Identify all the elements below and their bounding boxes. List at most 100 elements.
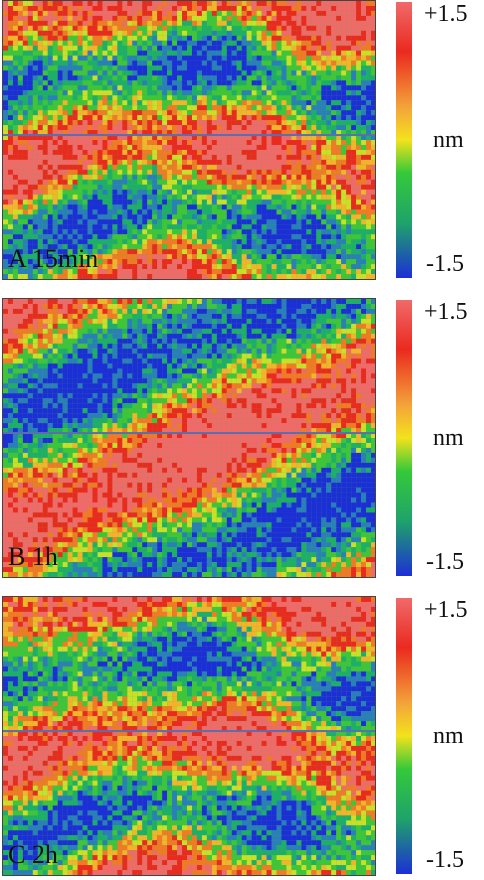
map-pixel xyxy=(246,214,252,220)
map-pixel xyxy=(296,244,302,250)
map-pixel xyxy=(3,154,8,160)
map-pixel xyxy=(301,35,307,41)
map-pixel xyxy=(341,308,347,314)
map-pixel xyxy=(236,259,242,265)
map-pixel xyxy=(52,120,58,126)
map-pixel xyxy=(241,75,247,81)
map-pixel xyxy=(167,154,173,160)
map-pixel xyxy=(17,184,23,190)
map-pixel xyxy=(132,174,138,180)
map-pixel xyxy=(112,244,118,250)
map-pixel xyxy=(351,25,357,31)
map-pixel xyxy=(172,135,178,140)
map-pixel xyxy=(167,234,173,240)
map-pixel xyxy=(72,308,78,314)
map-pixel xyxy=(97,299,103,304)
map-pixel xyxy=(236,80,242,86)
map-pixel xyxy=(256,135,262,140)
map-pixel xyxy=(167,115,173,121)
map-pixel xyxy=(241,60,247,66)
map-pixel xyxy=(196,194,202,200)
map-pixel xyxy=(246,254,252,260)
map-pixel xyxy=(326,75,332,81)
map-pixel xyxy=(12,199,18,205)
map-pixel xyxy=(331,209,337,215)
map-pixel xyxy=(211,10,217,16)
map-pixel xyxy=(286,30,292,36)
map-pixel xyxy=(366,234,372,240)
map-pixel xyxy=(356,199,362,205)
map-pixel xyxy=(331,164,337,170)
map-pixel xyxy=(127,328,133,334)
map-pixel xyxy=(271,199,277,205)
map-pixel xyxy=(241,179,247,185)
map-pixel xyxy=(261,189,267,195)
map-pixel xyxy=(266,85,272,91)
map-pixel xyxy=(191,269,197,275)
map-pixel xyxy=(12,70,18,76)
map-pixel xyxy=(152,40,158,46)
map-pixel xyxy=(311,35,317,41)
map-pixel xyxy=(301,120,307,126)
map-pixel xyxy=(67,90,73,96)
map-pixel xyxy=(157,224,163,230)
map-pixel xyxy=(241,269,247,275)
map-pixel xyxy=(82,239,88,245)
map-pixel xyxy=(137,95,143,101)
map-pixel xyxy=(361,154,367,160)
map-pixel xyxy=(211,115,217,121)
map-pixel xyxy=(291,115,297,121)
map-pixel xyxy=(177,308,183,314)
map-pixel xyxy=(132,125,138,131)
map-pixel xyxy=(142,264,148,270)
map-pixel xyxy=(152,50,158,56)
map-pixel xyxy=(3,55,8,61)
map-pixel xyxy=(32,254,38,260)
map-pixel xyxy=(291,135,297,140)
map-pixel xyxy=(12,224,18,230)
map-pixel xyxy=(351,110,357,116)
map-pixel xyxy=(52,333,58,339)
map-pixel xyxy=(201,214,207,220)
map-pixel xyxy=(182,15,188,21)
map-pixel xyxy=(87,70,93,76)
map-pixel xyxy=(236,90,242,96)
map-pixel xyxy=(157,184,163,190)
map-pixel xyxy=(187,308,192,314)
map-pixel xyxy=(67,45,73,51)
map-pixel xyxy=(371,5,375,11)
map-pixel xyxy=(22,174,28,180)
map-pixel xyxy=(132,164,138,170)
map-pixel xyxy=(3,10,8,16)
map-pixel xyxy=(157,169,163,175)
map-pixel xyxy=(281,20,287,26)
map-pixel xyxy=(127,249,133,255)
map-pixel xyxy=(246,105,252,111)
map-pixel xyxy=(177,338,183,344)
map-pixel xyxy=(177,30,183,36)
map-pixel xyxy=(67,313,73,319)
map-pixel xyxy=(311,70,317,76)
map-pixel xyxy=(102,179,108,185)
map-pixel xyxy=(82,45,88,51)
map-pixel xyxy=(266,125,272,131)
map-pixel xyxy=(57,318,63,324)
map-pixel xyxy=(67,95,73,101)
map-pixel xyxy=(311,25,317,31)
map-pixel xyxy=(37,20,43,26)
map-pixel xyxy=(261,343,267,349)
map-pixel xyxy=(371,214,375,220)
map-pixel xyxy=(37,60,43,66)
map-pixel xyxy=(216,169,222,175)
map-pixel xyxy=(112,125,118,131)
map-pixel xyxy=(221,259,227,265)
map-pixel xyxy=(3,234,8,240)
map-pixel xyxy=(137,5,143,11)
map-pixel xyxy=(311,269,317,275)
map-pixel xyxy=(12,184,18,190)
map-pixel xyxy=(77,264,83,270)
map-pixel xyxy=(12,100,18,106)
map-pixel xyxy=(112,303,118,309)
map-pixel xyxy=(12,40,18,46)
map-pixel xyxy=(196,164,202,170)
